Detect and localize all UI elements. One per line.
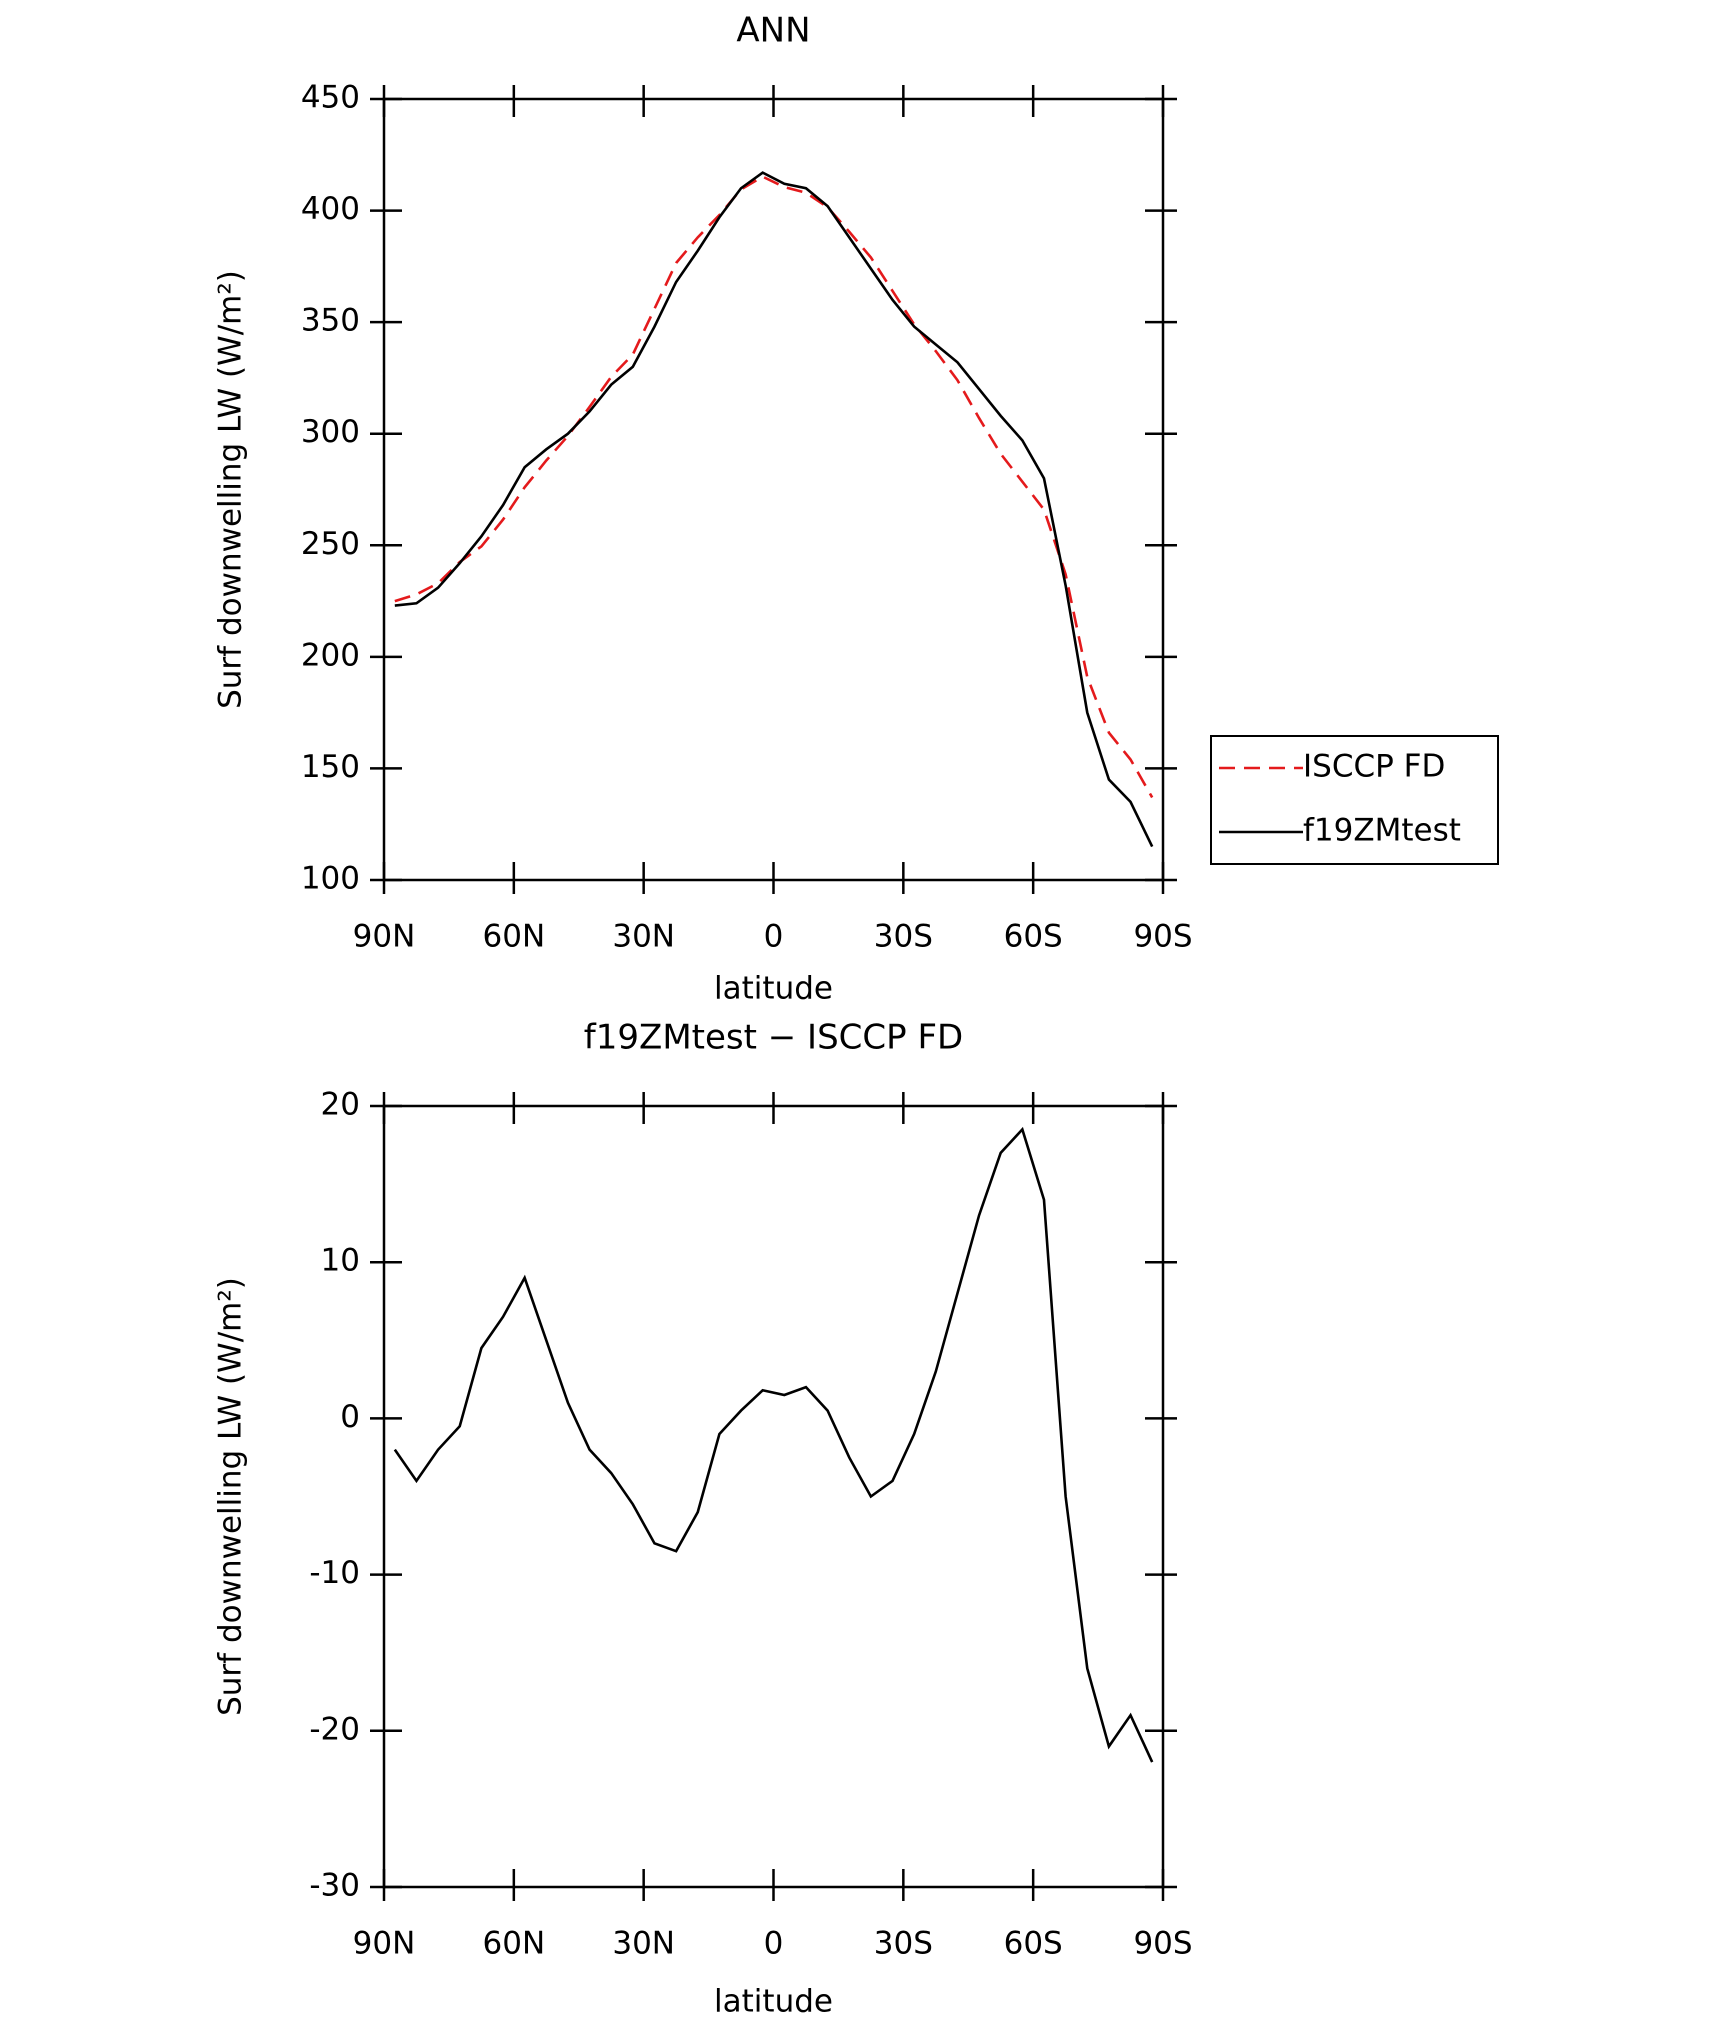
data-line	[394, 171, 1154, 848]
x-axis-label: latitude	[714, 971, 833, 1007]
x-tick-label: 30N	[612, 1926, 675, 1962]
x-tick-label: 0	[764, 919, 784, 955]
chart-title: ANN	[736, 11, 810, 51]
x-tick-label: 30N	[612, 919, 675, 955]
y-tick-label: 0	[340, 1399, 360, 1435]
y-tick-label: -30	[309, 1868, 360, 1904]
x-tick-label: 60S	[1004, 1926, 1063, 1962]
y-tick-label: 20	[321, 1087, 360, 1123]
y-tick-label: 350	[301, 303, 360, 339]
x-tick-label: 30S	[874, 919, 933, 955]
y-tick-label: 100	[301, 861, 360, 897]
y-axis-label: Surf downwelling LW (W/m²)	[213, 1277, 249, 1716]
y-tick-label: 450	[301, 80, 360, 116]
y-tick-label: 200	[301, 637, 360, 673]
x-axis-label: latitude	[714, 1984, 833, 2020]
x-tick-label: 60S	[1004, 919, 1063, 955]
x-tick-label: 30S	[874, 1926, 933, 1962]
x-tick-label: 60N	[483, 1926, 546, 1962]
x-tick-label: 90S	[1133, 1926, 1192, 1962]
legend-box	[1210, 735, 1499, 865]
y-tick-label: 300	[301, 414, 360, 450]
legend-label: ISCCP FD	[1303, 749, 1445, 785]
y-axis-label: Surf downwelling LW (W/m²)	[213, 270, 249, 709]
legend-label: f19ZMtest	[1303, 813, 1461, 849]
x-tick-label: 90S	[1133, 919, 1192, 955]
chart: f19ZMtest − ISCCP FD latitude Surf downwel…	[213, 1018, 1193, 2020]
data-line	[394, 175, 1154, 799]
x-tick-label: 90N	[353, 1926, 416, 1962]
y-tick-label: 250	[301, 526, 360, 562]
x-tick-label: 60N	[483, 919, 546, 955]
y-tick-label: -10	[309, 1555, 360, 1591]
y-tick-label: -20	[309, 1711, 360, 1747]
data-line	[393, 1126, 1154, 1763]
y-tick-label: 400	[301, 191, 360, 227]
y-tick-label: 150	[301, 749, 360, 785]
chart: ANN latitude Surf downwelling LW (W/m²) 100…	[213, 11, 1499, 1007]
chart-title: f19ZMtest − ISCCP FD	[584, 1018, 963, 1058]
x-tick-label: 90N	[353, 919, 416, 955]
x-tick-label: 0	[764, 1926, 784, 1962]
y-tick-label: 10	[321, 1243, 360, 1279]
